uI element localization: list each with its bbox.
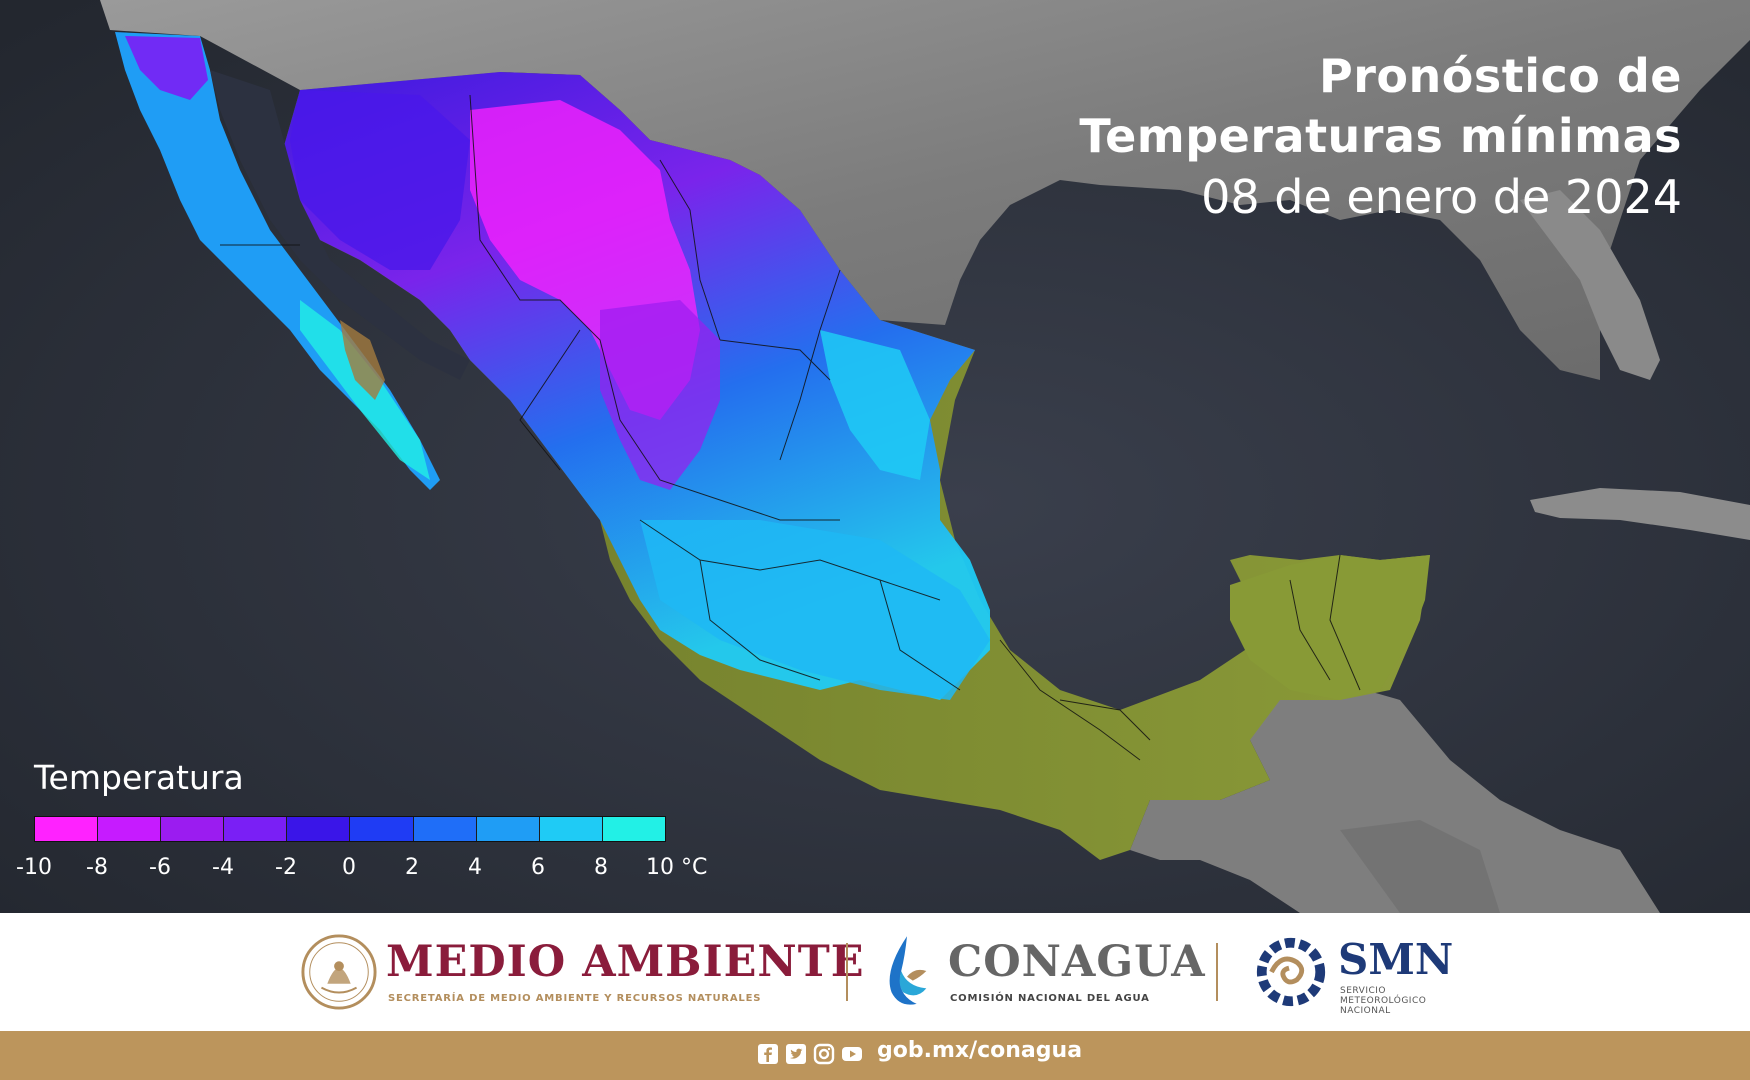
forecast-date: 08 de enero de 2024 [1201,170,1682,224]
smn-logo-icon [1256,937,1326,1007]
usa-land [100,0,1750,380]
temperature-northwest-blue [290,90,470,270]
title-line-1: Pronóstico de [1319,49,1682,103]
medio-ambiente-subtitle: SECRETARÍA DE MEDIO AMBIENTE Y RECURSOS … [388,993,762,1004]
legend-tick-label: 4 [468,855,482,880]
medio-ambiente-logo-text: MEDIO AMBIENTE [386,937,865,987]
website-url[interactable]: gob.mx/conagua [877,1038,1083,1063]
legend-swatch [224,817,288,841]
temperature-east-cyan [820,330,930,480]
central-america [1130,680,1660,913]
legend-tick-label: 10 °C [646,855,708,880]
social-icons [757,1043,863,1067]
bottom-bar: gob.mx/conagua [0,1031,1750,1080]
cuba [1530,488,1750,540]
footer-logos: MEDIO AMBIENTE SECRETARÍA DE MEDIO AMBIE… [0,913,1750,1031]
mexico-coat-of-arms-seal [301,934,377,1010]
legend-swatch [602,817,665,841]
legend-tick-label: 2 [405,855,419,880]
footer-separator [1216,943,1218,1001]
legend-color-bar [34,816,666,842]
conagua-subtitle: COMISIÓN NACIONAL DEL AGUA [950,993,1150,1004]
legend-tick-label: -8 [86,855,108,880]
map-title-block: Pronóstico de Temperaturas mínimas 08 de… [1079,46,1682,228]
legend-tick-labels: -10 -8 -6 -4 -2 0 2 4 6 8 10 °C [16,855,722,885]
instagram-icon[interactable] [813,1043,835,1065]
florida [1520,190,1660,380]
legend-swatch [161,817,225,841]
gulf-of-california [210,70,470,380]
legend-swatch [287,817,351,841]
legend-swatch [476,817,540,841]
temperature-core-violet [600,300,720,490]
legend-tick-label: -6 [149,855,171,880]
legend-swatch [35,817,99,841]
twitter-icon[interactable] [785,1043,807,1065]
legend-swatch [413,817,477,841]
smn-logo-text: SMN [1338,935,1454,984]
state-borders [220,94,1361,761]
legend-swatch [539,817,603,841]
legend-swatch [350,817,414,841]
baja-north-purple [125,36,208,100]
legend-tick-label: -4 [212,855,234,880]
smn-subtitle: SERVICIO METEOROLÓGICO NACIONAL [1340,986,1427,1016]
legend-tick-label: 0 [342,855,356,880]
conagua-logo-text: CONAGUA [948,937,1206,987]
facebook-icon[interactable] [757,1043,779,1065]
youtube-icon[interactable] [841,1043,863,1065]
temperature-map [0,0,1750,913]
title-line-2: Temperaturas mínimas [1079,109,1682,163]
conagua-logo-icon [889,936,927,1005]
baja-desert [340,320,385,400]
legend-tick-label: 6 [531,855,545,880]
legend-title: Temperatura [34,758,244,797]
legend-tick-label: 8 [594,855,608,880]
temperature-legend: Temperatura -10 -8 -6 -4 -2 0 2 4 6 8 10 °C [16,758,722,898]
yucatan-peninsula [1230,555,1430,700]
footer-separator [846,943,848,1001]
legend-tick-label: -10 [16,855,52,880]
legend-tick-label: -2 [275,855,297,880]
central-america-2 [1340,820,1500,913]
legend-swatch [98,817,162,841]
